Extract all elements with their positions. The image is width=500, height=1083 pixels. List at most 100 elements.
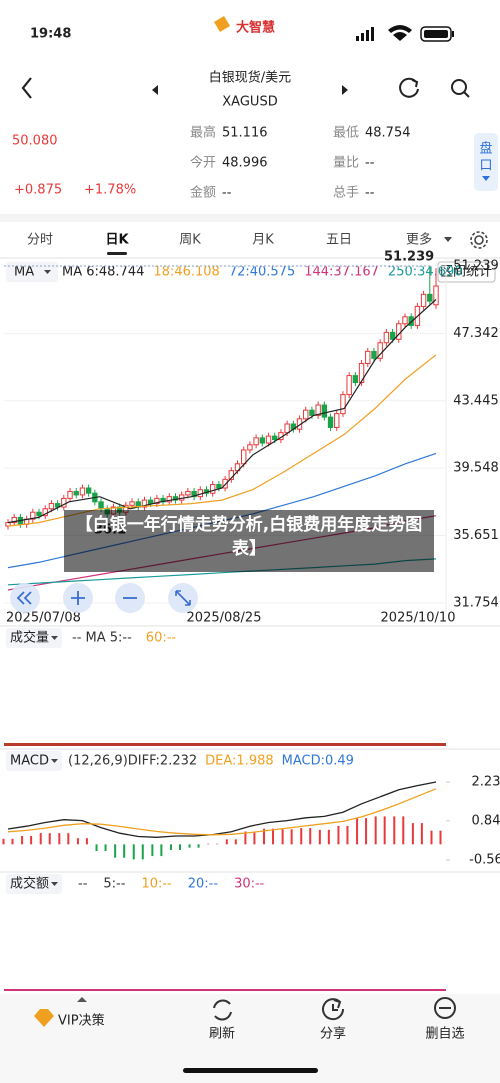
legend-item: 18:46.108 — [153, 265, 219, 280]
macd-bar — [402, 816, 405, 845]
last-price: 50.080 — [12, 134, 58, 149]
candle-body — [42, 508, 48, 517]
macd-bar — [393, 816, 396, 845]
dropdown-arrow — [51, 882, 58, 886]
candle-body — [154, 497, 160, 505]
macd-bar — [67, 833, 70, 845]
search-button[interactable] — [451, 79, 470, 98]
tab-underline — [107, 252, 127, 255]
diff-line — [7, 781, 437, 838]
candle-body — [420, 293, 427, 307]
share-icon — [322, 998, 345, 1021]
macd-bar — [309, 828, 312, 845]
nav-vip[interactable]: VIP决策 — [58, 1013, 105, 1029]
turnover-selector[interactable] — [6, 874, 62, 894]
candle-body — [358, 362, 365, 384]
stat-value: 51.116 — [222, 126, 268, 141]
macd-bar — [374, 816, 377, 845]
stat-label: 量比 — [333, 156, 359, 171]
stat-label: 金额 — [190, 185, 216, 201]
macd-bar — [281, 829, 284, 845]
candle-body — [241, 449, 247, 465]
banner-box: 【白银一年行情走势分析,白银费用年度走势图表】 — [75, 515, 423, 559]
candle-body — [371, 350, 377, 359]
stat-label: 最低 — [333, 126, 359, 141]
stat-value: -- — [222, 186, 232, 201]
nav-remove[interactable]: 删自选 — [425, 1027, 464, 1042]
dropdown-arrow — [44, 270, 51, 274]
candle-body — [334, 413, 340, 428]
y-tick-label: 43.445 — [453, 393, 499, 408]
candle-body — [346, 375, 352, 396]
candle-body — [209, 484, 216, 494]
tab[interactable]: 更多 — [406, 232, 432, 248]
macd-bar — [2, 838, 5, 845]
refresh-button[interactable] — [399, 77, 419, 98]
back-button[interactable] — [21, 77, 32, 99]
legend-item: 144:37.167 — [304, 265, 379, 280]
range-button[interactable] — [437, 261, 496, 283]
settings-button[interactable] — [470, 231, 488, 249]
candle-body — [67, 490, 73, 499]
tab[interactable]: 月K — [252, 233, 274, 248]
prev-button[interactable] — [152, 85, 158, 95]
tab[interactable]: 周K — [179, 233, 201, 248]
nav-refresh[interactable]: 刷新 — [209, 1026, 235, 1042]
volume-selector[interactable] — [6, 628, 62, 648]
y-tick-label: 2.23 — [472, 775, 500, 790]
candle-body — [48, 503, 55, 510]
candle-body — [284, 423, 290, 434]
stat-value: 48.754 — [365, 126, 411, 141]
stat-value: 48.996 — [222, 156, 268, 171]
candle-body — [352, 375, 359, 384]
next-button[interactable] — [342, 85, 348, 95]
legend-item: 30:-- — [234, 877, 265, 892]
x-tick-label: 2025/10/10 — [381, 611, 456, 626]
macd-bar — [300, 828, 303, 845]
nav-share[interactable]: 分享 — [320, 1026, 346, 1042]
banner-text: 【白银一年行情走势分析,白银费用年度走势图表】 — [75, 515, 423, 559]
candle-body — [433, 285, 439, 306]
candle-body — [396, 323, 402, 340]
tab[interactable]: 分时 — [27, 233, 53, 248]
candle-body — [389, 331, 396, 340]
candle-body — [11, 516, 17, 524]
dropdown-arrow — [51, 636, 58, 640]
macd-bar — [169, 844, 172, 850]
ma-selector-text: MA — [14, 265, 34, 280]
candle-body — [321, 404, 328, 418]
stat-label: 最高 — [190, 125, 216, 141]
refresh-icon — [213, 999, 232, 1021]
side-tab-text: 盘 — [479, 141, 492, 157]
candle-body — [303, 409, 309, 420]
macd-bar — [123, 844, 126, 858]
candle-body — [247, 444, 253, 451]
candle-body — [377, 342, 383, 359]
header-title: 白银现货/美元 — [209, 70, 291, 86]
macd-bar — [318, 829, 321, 845]
x-tick-label: 2025/07/08 — [6, 611, 81, 626]
macd-bar — [39, 833, 42, 845]
macd-selector[interactable] — [6, 751, 62, 771]
candle-body — [85, 487, 92, 494]
candle-body — [129, 501, 135, 506]
stat-label: 今开 — [190, 155, 216, 171]
nav-expand[interactable] — [77, 997, 87, 1002]
side-tab[interactable] — [474, 133, 498, 191]
side-tab-arrow — [482, 176, 490, 181]
legend-item: 20:-- — [188, 877, 219, 892]
ma-selector[interactable] — [6, 262, 58, 282]
volume-baseline — [4, 743, 446, 746]
candle-body — [222, 478, 228, 489]
tab[interactable]: 五日 — [326, 233, 352, 248]
candle-body — [327, 416, 334, 428]
tab[interactable]: 日K — [105, 233, 129, 248]
macd-bar — [58, 833, 61, 845]
macd-bar — [272, 828, 275, 845]
legend-item: 250:34.690 — [388, 265, 463, 280]
macd-bar — [420, 823, 423, 845]
legend-item: 60:-- — [146, 631, 177, 646]
stat-value: -- — [365, 186, 375, 201]
side-tab-text: 口 — [479, 159, 492, 174]
